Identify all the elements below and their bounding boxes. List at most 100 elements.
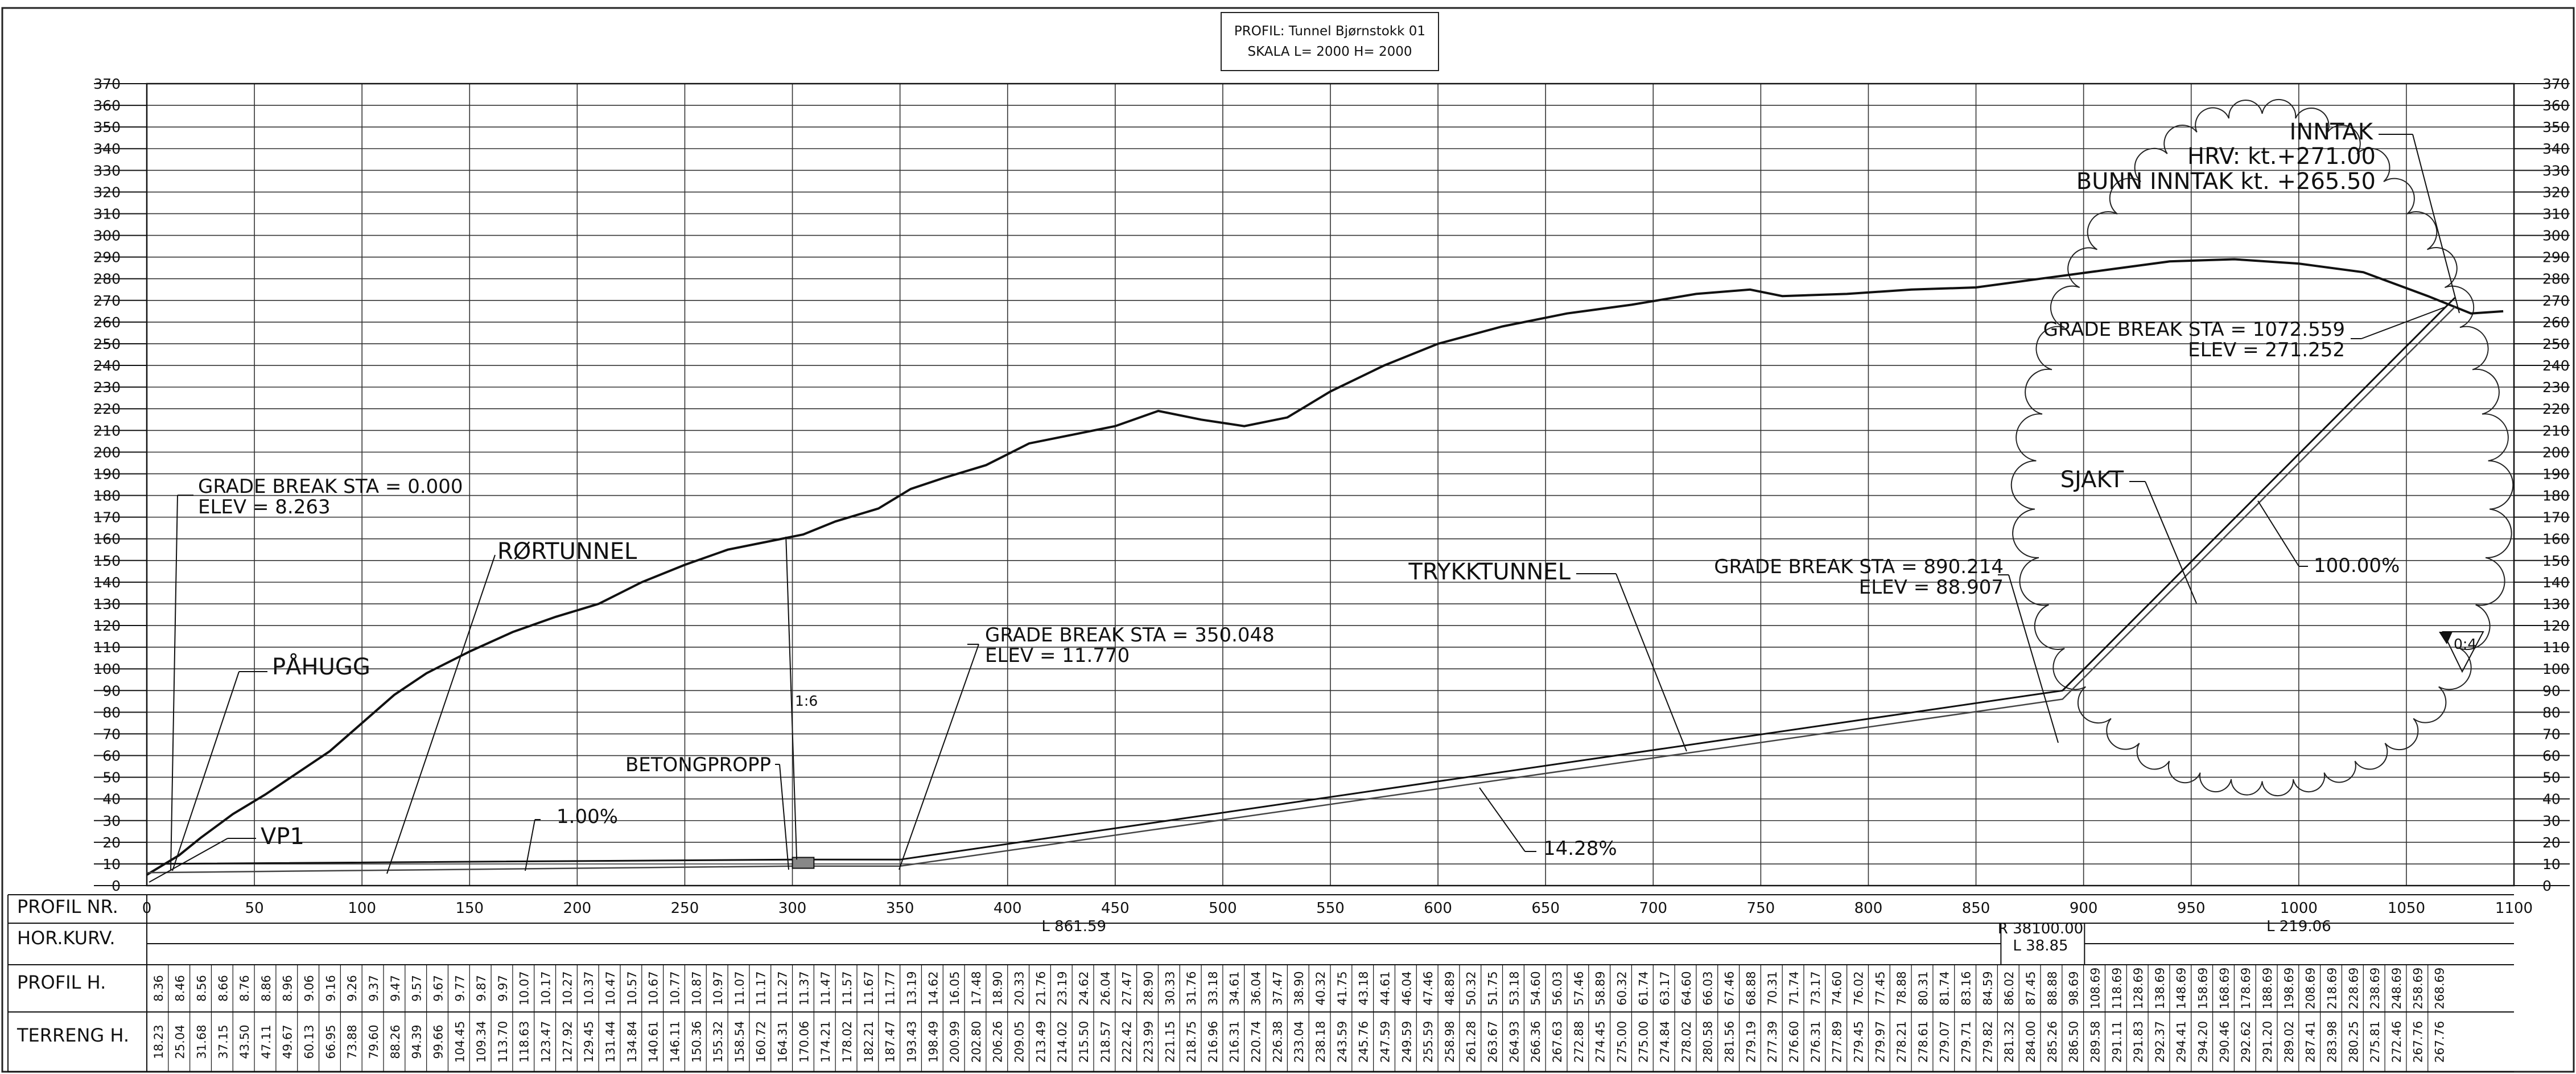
terreng-h-value: 280.25 [2347, 1021, 2360, 1063]
label-vp1: VP1 [261, 824, 304, 850]
leader-line [2257, 500, 2299, 567]
terreng-h-value: 278.21 [1895, 1021, 1909, 1063]
terreng-h-value: 123.47 [539, 1021, 553, 1063]
profil-h-value: 11.57 [840, 971, 854, 1005]
terreng-h-value: 99.66 [431, 1024, 445, 1059]
slope-label-1: 1.00% [557, 805, 618, 828]
leader-line [1615, 573, 1687, 752]
profil-h-value: 268.69 [2433, 968, 2447, 1009]
terreng-h-value: 66.95 [324, 1024, 337, 1059]
triangle-marker-icon [2442, 631, 2484, 673]
terreng-h-value: 289.58 [2088, 1021, 2102, 1063]
terreng-h-value: 249.59 [1400, 1021, 1413, 1063]
profil-h-value: 198.69 [2282, 968, 2296, 1009]
terreng-h-value: 170.06 [797, 1021, 811, 1063]
profil-h-value: 77.45 [1873, 971, 1887, 1005]
profil-h-value: 9.67 [431, 975, 445, 1002]
terreng-h-value: 223.99 [1141, 1021, 1155, 1063]
terreng-h-value: 279.07 [1938, 1021, 1952, 1063]
profil-h-value: 87.45 [2024, 971, 2038, 1005]
profil-h-value: 26.04 [1099, 971, 1112, 1005]
profil-h-value: 64.60 [1680, 971, 1693, 1005]
profil-h-value: 8.86 [259, 975, 273, 1002]
hor-kurv-seg3: L 219.06 [2266, 918, 2331, 935]
profil-h-value: 80.31 [1916, 971, 1930, 1005]
betongpropp-block [792, 857, 815, 869]
terreng-h-value: 233.04 [1292, 1021, 1306, 1063]
grade-break-4-elev: ELEV = 271.252 [2188, 339, 2345, 361]
profil-h-value: 23.19 [1056, 971, 1069, 1005]
profil-h-value: 50.32 [1465, 971, 1478, 1005]
terreng-h-value: 25.04 [174, 1024, 187, 1059]
leader-line [2008, 574, 2059, 743]
profil-h-value: 38.90 [1292, 971, 1306, 1005]
leader-line [149, 838, 228, 883]
terreng-h-value: 214.02 [1056, 1021, 1069, 1063]
profil-h-value: 11.27 [776, 971, 790, 1005]
terreng-h-value: 73.88 [345, 1024, 359, 1059]
profil-h-value: 238.69 [2368, 968, 2382, 1009]
terreng-h-value: 47.11 [259, 1024, 273, 1059]
profil-h-value: 18.90 [991, 971, 1005, 1005]
terreng-h-value: 213.49 [1034, 1021, 1048, 1063]
label-pahugg: PÅHUGG [272, 653, 370, 680]
profil-h-value: 138.69 [2153, 968, 2167, 1009]
title-block: PROFIL: Tunnel Bjørnstokk 01 SKALA L= 20… [1221, 12, 1439, 71]
leader-line [170, 495, 178, 871]
profil-h-value: 8.76 [238, 975, 252, 1002]
row-header-profil-h: PROFIL H. [17, 972, 106, 993]
terreng-h-value: 267.63 [1551, 1021, 1564, 1063]
row-header-profil-nr: PROFIL NR. [17, 896, 118, 917]
profil-h-value: 11.47 [819, 971, 832, 1005]
profil-h-value: 13.19 [905, 971, 918, 1005]
terreng-h-value: 134.84 [625, 1021, 639, 1063]
x-axis-labels: 0 50 100 150 200 250 300 350 400 450 500 550 600 650 7… [142, 900, 2533, 917]
profil-h-value: 118.69 [2110, 968, 2124, 1009]
slope-label-2: 14.28% [1543, 837, 1617, 860]
title-line-2: SKALA L= 2000 H= 2000 [1247, 44, 1412, 59]
profil-h-value: 40.32 [1314, 971, 1328, 1005]
profil-h-value: 84.59 [1981, 971, 1994, 1005]
terreng-h-value: 279.45 [1852, 1021, 1865, 1063]
marker-label-0-4: 0:4 [2454, 636, 2476, 652]
profil-h-value: 37.47 [1271, 971, 1284, 1005]
terreng-h-value: 280.58 [1701, 1021, 1715, 1063]
terreng-h-value: 275.00 [1615, 1021, 1629, 1063]
terreng-h-value: 292.37 [2153, 1021, 2167, 1063]
terreng-h-value: 164.31 [776, 1021, 790, 1063]
profil-h-value: 108.69 [2088, 968, 2102, 1009]
profil-h-value: 68.88 [1744, 971, 1758, 1005]
terreng-h-value: 215.50 [1077, 1021, 1091, 1063]
profil-h-value: 70.31 [1766, 971, 1779, 1005]
profil-h-value: 9.16 [324, 975, 337, 1002]
profil-h-value: 9.87 [475, 975, 488, 1002]
terreng-h-value: 274.84 [1658, 1021, 1672, 1063]
terreng-h-value: 283.98 [2325, 1021, 2339, 1063]
leader-line [1479, 787, 1526, 852]
profil-h-value: 10.77 [668, 971, 682, 1005]
terreng-h-value: 275.00 [1637, 1021, 1650, 1063]
profil-h-value: 8.96 [281, 975, 295, 1002]
profil-h-value: 60.32 [1615, 971, 1629, 1005]
profil-h-value: 33.18 [1206, 971, 1220, 1005]
profil-h-value: 67.46 [1723, 971, 1737, 1005]
terreng-h-value: 37.15 [216, 1024, 230, 1059]
profil-h-value: 16.05 [948, 971, 962, 1005]
x-tick-label: 1000 [2280, 900, 2318, 917]
profil-h-value: 10.27 [560, 971, 574, 1005]
profil-h-value: 11.77 [884, 971, 897, 1005]
terreng-h-value: 255.59 [1421, 1021, 1435, 1063]
profil-h-value: 51.75 [1486, 971, 1500, 1005]
terreng-h-value: 127.92 [560, 1021, 574, 1063]
profil-h-value: 28.90 [1141, 971, 1155, 1005]
terreng-h-value: 43.50 [238, 1024, 252, 1059]
terreng-h-value: 243.59 [1336, 1021, 1349, 1063]
profil-h-value: 73.17 [1809, 971, 1823, 1005]
label-rortunnel: RØRTUNNEL [497, 538, 637, 565]
row-header-hor-kurv: HOR.KURV. [17, 927, 115, 949]
terreng-h-value: 174.21 [819, 1021, 832, 1063]
profile-table: PROFIL NR. HOR.KURV. PROFIL H. TERRENG H… [7, 894, 2533, 1072]
leader-lines [149, 134, 2460, 883]
terreng-h-value: 238.18 [1314, 1021, 1328, 1063]
